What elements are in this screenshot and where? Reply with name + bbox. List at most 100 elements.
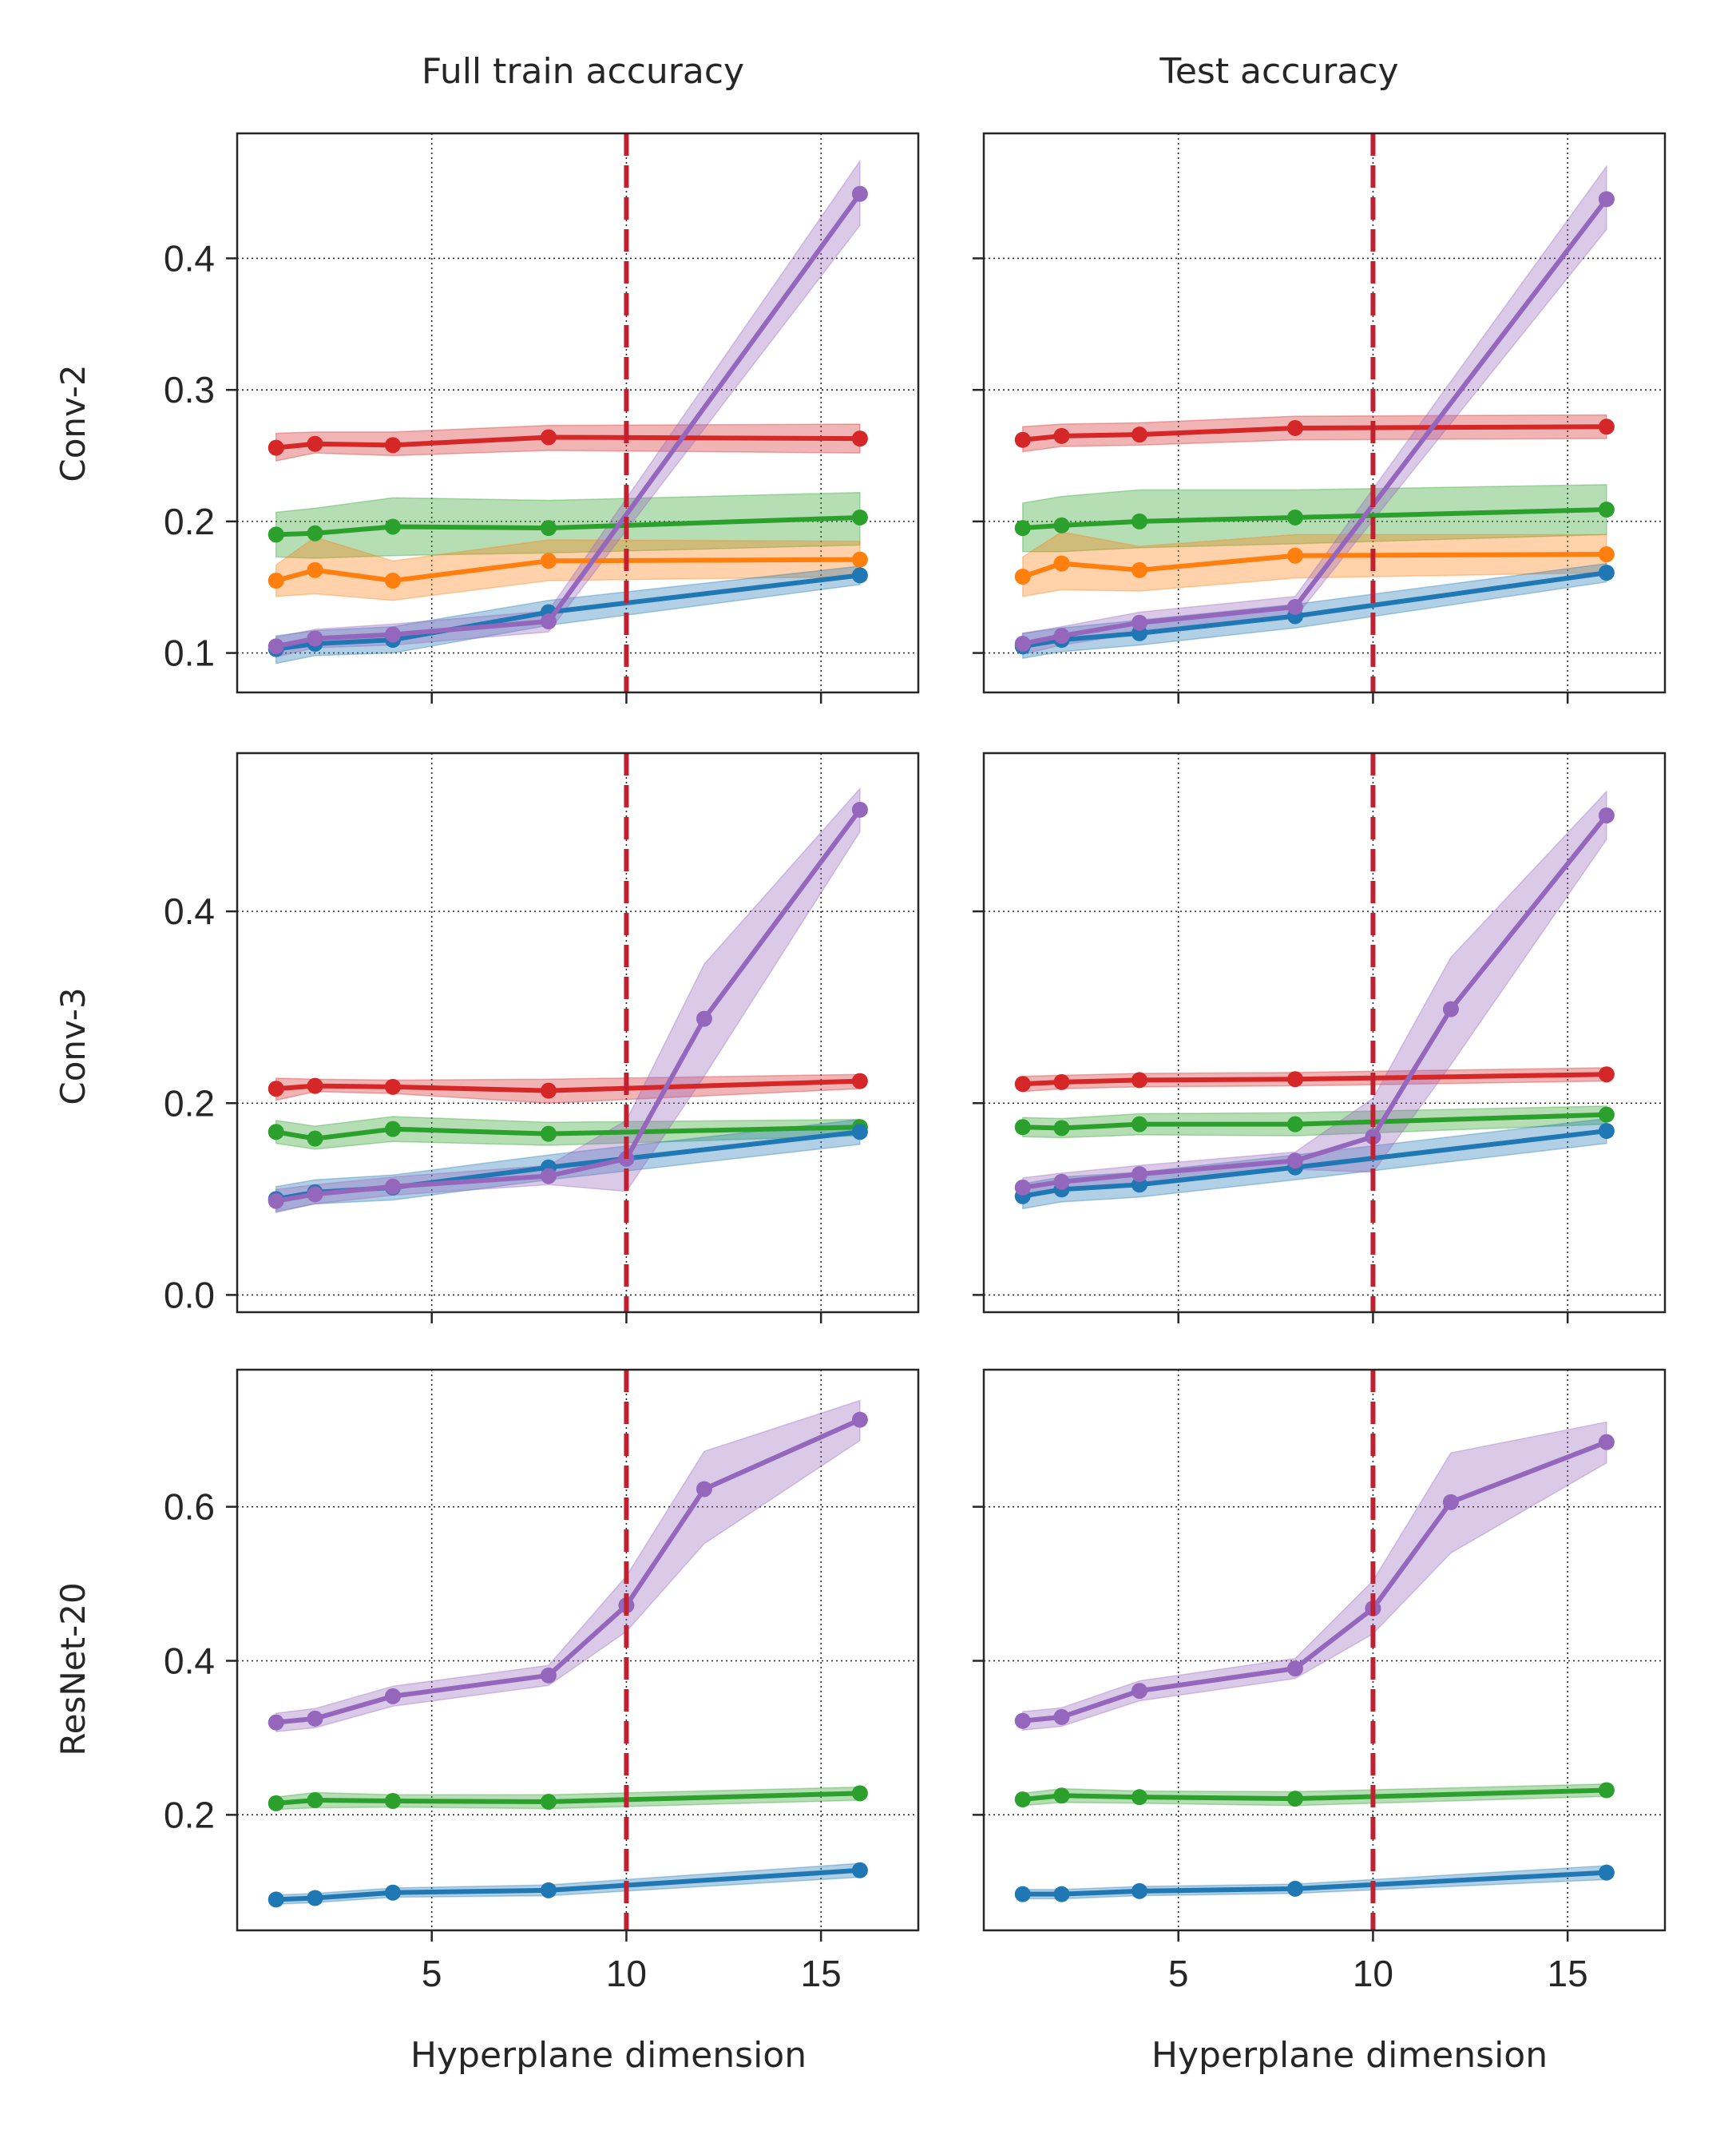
y-tick-label: 0.3	[164, 369, 215, 411]
data-point-green	[1286, 1116, 1303, 1132]
data-point-red	[1053, 1073, 1070, 1090]
data-point-orange	[1131, 561, 1147, 578]
data-point-green	[384, 518, 401, 535]
data-point-purple	[1598, 1434, 1615, 1450]
x-tick-label: 10	[606, 1953, 647, 1994]
data-point-orange	[851, 551, 868, 568]
panel-resnet20-test: 5 10 15	[973, 1368, 1667, 1994]
data-point-green	[1053, 1120, 1070, 1136]
data-point-green	[1014, 1791, 1031, 1808]
x-tick-label: 10	[1353, 1953, 1393, 1994]
data-point-purple	[384, 1178, 401, 1195]
data-point-purple	[851, 185, 868, 202]
data-point-purple	[1598, 191, 1615, 208]
panel-conv2-train: 0.1 0.2 0.3 0.4	[164, 132, 920, 704]
data-point-red	[1131, 426, 1147, 443]
data-point-blue	[1286, 1880, 1303, 1897]
data-point-green	[384, 1793, 401, 1809]
data-point-purple	[1014, 1712, 1031, 1729]
y-tick-label: 0.1	[164, 633, 215, 674]
data-point-purple	[851, 801, 868, 818]
row-label-conv2: Conv-2	[54, 364, 93, 482]
row-label-conv3: Conv-3	[54, 987, 93, 1105]
plot-frame	[982, 1368, 1667, 1932]
y-tick-label: 0.6	[164, 1486, 215, 1528]
data-point-red	[268, 439, 284, 456]
x-axis-label-train: Hyperplane dimension	[410, 2035, 807, 2076]
data-point-red	[1014, 431, 1031, 448]
data-point-green	[851, 1785, 868, 1802]
data-point-green	[307, 1130, 323, 1147]
data-point-green	[384, 1121, 401, 1137]
data-point-purple	[1286, 598, 1303, 615]
data-point-purple	[1053, 1173, 1070, 1190]
data-point-blue	[384, 1884, 401, 1901]
data-point-green	[268, 526, 284, 543]
data-point-green	[1131, 1789, 1147, 1806]
data-point-blue	[1014, 1886, 1031, 1902]
data-point-red	[1286, 1071, 1303, 1088]
data-point-green	[1286, 1791, 1303, 1807]
data-point-red	[268, 1081, 284, 1097]
data-point-purple	[1131, 1166, 1147, 1183]
data-point-purple	[384, 1688, 401, 1704]
confidence-band-red	[275, 423, 861, 462]
data-point-blue	[540, 1882, 557, 1898]
confidence-band-purple	[1021, 164, 1607, 656]
data-point-purple	[1131, 614, 1147, 631]
data-point-purple	[540, 613, 557, 630]
data-point-orange	[268, 573, 284, 589]
data-point-orange	[1014, 569, 1031, 585]
data-point-purple	[307, 1710, 323, 1727]
plot-frame	[236, 132, 920, 694]
panel-conv3-test	[973, 752, 1667, 1323]
data-point-red	[1131, 1072, 1147, 1089]
data-point-blue	[1598, 1864, 1615, 1881]
data-point-purple	[540, 1168, 557, 1184]
data-point-red	[1286, 419, 1303, 436]
plot-frame	[236, 752, 920, 1314]
data-point-red	[540, 1082, 557, 1099]
data-point-blue	[851, 1862, 868, 1878]
data-point-green	[1053, 517, 1070, 534]
data-point-green	[1053, 1787, 1070, 1804]
data-point-green	[307, 1792, 323, 1809]
data-point-blue	[1598, 1123, 1615, 1140]
data-point-purple	[384, 626, 401, 643]
x-tick-label: 5	[1168, 1953, 1189, 1994]
data-point-purple	[540, 1667, 557, 1684]
data-point-green	[268, 1795, 284, 1811]
y-tick-label: 0.2	[164, 501, 215, 542]
data-point-red	[851, 1073, 868, 1089]
data-point-green	[1131, 1116, 1147, 1132]
data-point-green	[1014, 1119, 1031, 1136]
data-point-purple	[1053, 1708, 1070, 1725]
confidence-band-blue	[1021, 562, 1607, 660]
panel-resnet20-train: 0.2 0.4 0.6 5 10 15	[164, 1368, 920, 1994]
data-point-purple	[851, 1411, 868, 1428]
data-point-blue	[307, 1890, 323, 1906]
data-point-red	[1598, 1066, 1615, 1083]
y-tick-label: 0.4	[164, 237, 215, 279]
data-point-green	[1286, 509, 1303, 526]
data-point-blue	[851, 1124, 868, 1140]
data-point-green	[540, 1793, 557, 1810]
data-point-purple	[268, 1714, 284, 1731]
data-point-green	[851, 509, 868, 526]
y-tick-label: 0.0	[164, 1274, 215, 1315]
data-point-green	[268, 1124, 284, 1140]
panel-conv2-test	[973, 132, 1667, 704]
column-title-test: Test accuracy	[1159, 51, 1398, 92]
y-tick-label: 0.2	[164, 1082, 215, 1124]
data-point-orange	[384, 573, 401, 589]
data-point-red	[540, 429, 557, 446]
data-point-purple	[1053, 628, 1070, 645]
data-point-green	[540, 1125, 557, 1142]
data-point-orange	[307, 561, 323, 578]
data-point-green	[1598, 502, 1615, 518]
data-point-purple	[1131, 1683, 1147, 1700]
data-point-purple	[1014, 1179, 1031, 1196]
x-tick-label: 5	[422, 1953, 442, 1994]
plot-frame	[982, 752, 1667, 1314]
